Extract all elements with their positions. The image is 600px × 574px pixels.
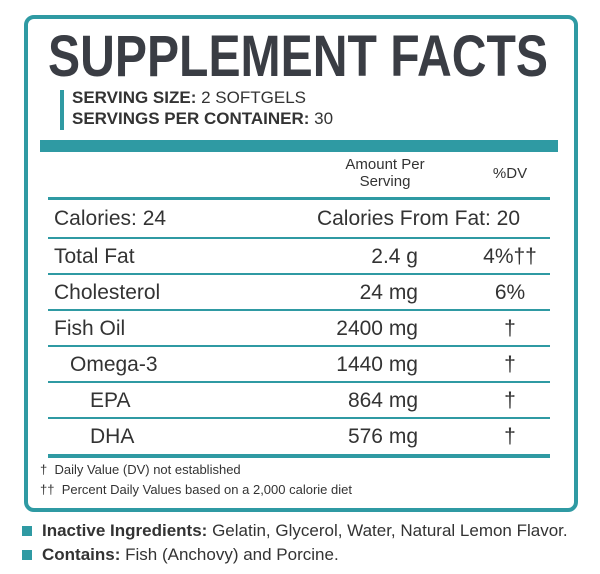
dv-header: %DV [492,165,528,182]
serving-label: SERVINGS PER CONTAINER: [72,109,310,128]
bullet [22,550,32,560]
bullet [22,526,32,536]
footnote: †† Percent Daily Values based on a 2,000… [40,482,352,497]
note-text: Fish (Anchovy) and Porcine. [125,545,339,564]
serving-size: SERVING SIZE: 2 SOFTGELS [72,88,306,108]
title-svg: SUPPLEMENT FACTS [48,24,548,86]
nutrient-name: Cholesterol [54,281,161,304]
nutrient-dv: † [504,317,516,340]
nutrient-amount: 864 mg [347,389,418,412]
separator [48,197,550,200]
nutrient-row: Total Fat 2.4 g 4%†† [48,239,550,275]
nutrient-amount: 24 mg [359,281,418,304]
thick-bar [40,140,558,152]
serving-label: SERVING SIZE: [72,88,197,107]
note: Contains: Fish (Anchovy) and Porcine. [22,545,339,565]
nutrient-name: Omega-3 [70,353,158,376]
nutrient-name: EPA [90,389,131,412]
nutrient-amount: 576 mg [347,425,418,448]
note: Inactive Ingredients: Gelatin, Glycerol,… [22,521,568,541]
nutrient-dv: † [504,353,516,376]
serving-value: 2 SOFTGELS [201,88,306,107]
nutrient-row: Omega-3 1440 mg † [48,347,550,383]
nutrient-row: Fish Oil 2400 mg † [48,311,550,347]
footnote-mark: † [40,462,48,477]
nutrient-dv: † [504,389,516,412]
nutrient-amount: 2.4 g [371,245,418,268]
nutrient-amount: 1440 mg [336,353,418,376]
nutrient-row: Cholesterol 24 mg 6% [48,275,550,311]
note-text: Gelatin, Glycerol, Water, Natural Lemon … [212,521,568,540]
separator [48,309,550,311]
footnote-text: Percent Daily Values based on a 2,000 ca… [61,482,352,497]
separator [48,381,550,383]
nutrient-dv: 6% [494,281,526,304]
nutrient-dv: 4%†† [483,245,537,268]
separator [48,237,550,239]
footnote-text: Daily Value (DV) not established [54,462,241,477]
title: SUPPLEMENT FACTS [48,24,548,86]
amount-header: Amount Per Serving [320,156,450,190]
nutrient-dv: † [504,425,516,448]
calories: Calories: 24 [54,207,167,230]
servings-per: SERVINGS PER CONTAINER: 30 [72,109,333,129]
footnote: † Daily Value (DV) not established [40,462,241,477]
nutrient-name: Total Fat [54,245,135,268]
calories-from-fat: Calories From Fat: 20 [316,207,520,230]
separator [48,345,550,347]
serving-bar [60,90,64,130]
header-line: Amount Per [345,156,425,173]
nutrient-row: EPA 864 mg † [48,383,550,419]
note-label: Contains: [42,545,121,564]
nutrient-name: DHA [90,425,135,448]
note-label: Inactive Ingredients: [42,521,208,540]
nutrient-row: DHA 576 mg † [48,419,550,455]
separator [48,417,550,419]
serving-value: 30 [314,109,334,128]
separator [48,273,550,275]
facts-box [24,15,578,512]
separator [48,454,550,458]
calories-row: Calories: 24 Calories From Fat: 20 [48,201,550,237]
footnote-mark: †† [40,482,55,497]
nutrient-name: Fish Oil [54,317,126,340]
nutrient-amount: 2400 mg [336,317,418,340]
header-line: Serving [359,173,411,190]
